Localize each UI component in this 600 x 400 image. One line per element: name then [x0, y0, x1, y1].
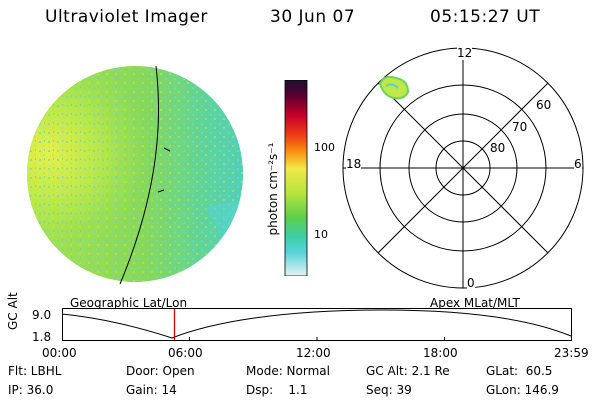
- status-gain: Gain: 14: [126, 383, 177, 397]
- status-seq: Seq: 39: [366, 383, 412, 397]
- timeline-x-tick-4: 23:59: [554, 346, 589, 360]
- polar-lat-80: 80: [490, 141, 506, 155]
- status-dsp: Dsp: 1.1: [246, 383, 308, 397]
- orbit-track-line: [119, 65, 160, 285]
- status-glat: GLat: 60.5: [486, 364, 553, 378]
- polar-hour-bottom: 0: [467, 276, 475, 290]
- colorbar-tick-10: 10: [314, 228, 328, 241]
- uv-earth-image: [27, 65, 243, 285]
- date-label: 30 Jun 07: [270, 7, 356, 27]
- timeline-y-tick-max: 9.0: [32, 308, 52, 322]
- polar-hour-top: 12: [457, 46, 473, 60]
- altitude-timeline: [62, 308, 572, 341]
- timeline-axis-title: GC Alt: [6, 292, 20, 330]
- timeline-x-tick-3: 18:00: [423, 346, 458, 360]
- status-ip: IP: 36.0: [8, 383, 54, 397]
- polar-plot: [342, 47, 584, 289]
- status-gc-alt: GC Alt: 2.1 Re: [366, 364, 450, 378]
- altitude-curve: [62, 309, 572, 339]
- timeline-x-tick-0: 00:00: [42, 346, 77, 360]
- colorbar-tick-100: 100: [314, 141, 335, 154]
- status-glon: GLon: 146.9: [486, 383, 559, 397]
- apex-label: Apex MLat/MLT: [430, 296, 520, 310]
- timeline-x-tick-1: 06:00: [168, 346, 203, 360]
- status-filter: Flt: LBHL: [8, 364, 62, 378]
- polar-hour-left: 18: [346, 157, 362, 171]
- geo-label: Geographic Lat/Lon: [70, 296, 188, 310]
- intensity-colorbar: [284, 80, 308, 276]
- time-label: 05:15:27 UT: [430, 7, 541, 27]
- polar-lat-60: 60: [536, 98, 552, 112]
- polar-hour-right: 6: [574, 157, 582, 171]
- status-mode: Mode: Normal: [246, 364, 330, 378]
- timeline-y-tick-min: 1.8: [32, 330, 52, 344]
- auroral-blob: [378, 75, 410, 100]
- timeline-x-tick-2: 12:00: [296, 346, 331, 360]
- instrument-title: Ultraviolet Imager: [45, 7, 208, 27]
- status-door: Door: Open: [126, 364, 195, 378]
- polar-lat-70: 70: [512, 120, 528, 134]
- colorbar-unit-label: photon cm⁻²s⁻¹: [266, 142, 280, 236]
